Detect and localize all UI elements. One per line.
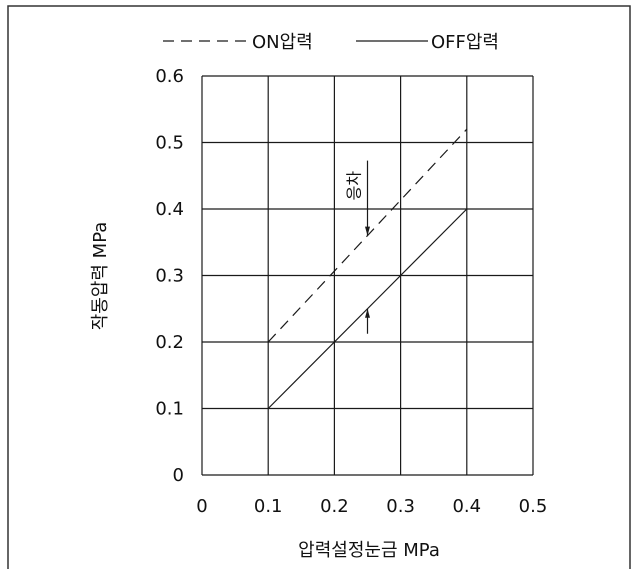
legend: ON압력 OFF압력 — [163, 32, 499, 53]
annotation-up-arrow — [365, 308, 370, 318]
x-tick-label-2: 0.2 — [320, 496, 349, 517]
x-tick-label-4: 0.4 — [452, 496, 481, 517]
figure-border — [7, 5, 631, 569]
legend-label-off: OFF압력 — [431, 32, 499, 53]
y-tick-label-3: 0.3 — [155, 266, 184, 287]
y-axis-label: 작동압력 MPa — [90, 222, 111, 331]
y-tick-label-5: 0.5 — [155, 133, 184, 154]
grid — [201, 75, 534, 476]
x-tick-label-0: 0 — [196, 496, 207, 517]
x-tick-label-3: 0.3 — [386, 496, 415, 517]
x-tick-label-5: 0.5 — [519, 496, 548, 517]
y-tick-label-0: 0 — [173, 465, 184, 486]
y-tick-label-4: 0.4 — [155, 199, 184, 220]
x-axis-label: 압력설정눈금 MPa — [298, 540, 440, 561]
legend-label-on: ON압력 — [252, 32, 313, 53]
tolerance-annotation: 응차 — [345, 160, 370, 334]
x-tick-labels: 0 0.1 0.2 0.3 0.4 0.5 — [196, 496, 547, 517]
y-tick-labels: 0 0.1 0.2 0.3 0.4 0.5 0.6 — [155, 66, 184, 486]
annotation-label: 응차 — [345, 171, 364, 201]
annotation-down-arrow — [365, 226, 370, 236]
y-tick-label-6: 0.6 — [155, 66, 184, 87]
x-tick-label-1: 0.1 — [254, 496, 283, 517]
y-tick-label-2: 0.2 — [155, 332, 184, 353]
y-tick-label-1: 0.1 — [155, 399, 184, 420]
